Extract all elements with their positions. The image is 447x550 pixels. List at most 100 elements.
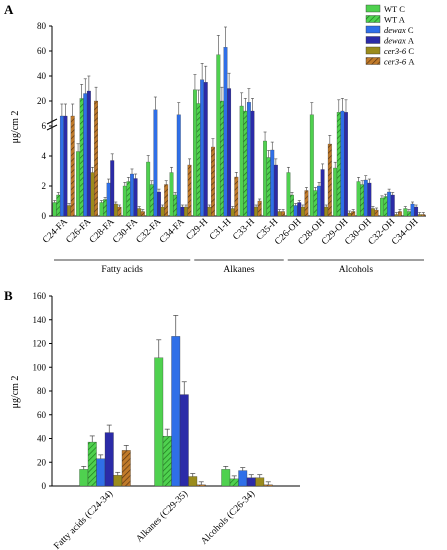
panel-a-bar xyxy=(327,143,332,217)
panel-a-bar xyxy=(380,197,384,217)
panel-a-bar xyxy=(103,199,107,217)
panel-a-bar xyxy=(398,211,402,217)
panel-a-bar xyxy=(223,47,228,217)
panel-a-bar xyxy=(371,208,375,217)
panel-a-bar xyxy=(63,115,68,217)
panel-b-bar xyxy=(229,478,239,487)
panel-a-y-tick-label: 4 xyxy=(42,151,47,161)
panel-a-bar xyxy=(83,93,88,217)
panel-a-group-label: Fatty acids xyxy=(101,265,143,275)
panel-a-bar xyxy=(324,206,329,217)
panel-a-bar xyxy=(56,194,61,217)
panel-a-y-tick-label: 6 xyxy=(42,121,47,131)
panel-b-bar xyxy=(104,432,114,487)
panel-a-bar xyxy=(406,211,411,217)
panel-a-bar xyxy=(86,90,91,217)
panel-a-bar xyxy=(254,206,259,217)
panel-a-bar xyxy=(137,208,142,217)
panel-a-category-label: C34-OH xyxy=(390,217,420,247)
panel-a-bar xyxy=(234,176,239,217)
panel-b-y-tick-label: 100 xyxy=(33,362,47,372)
panel-a-y-tick-label: 80 xyxy=(37,21,47,31)
axis-break-mark xyxy=(46,118,58,125)
panel-a-bar xyxy=(164,184,169,217)
panel-a-bar xyxy=(216,54,221,217)
panel-a-bar xyxy=(67,205,72,217)
panel-a-bar xyxy=(356,181,361,217)
panel-a-bar xyxy=(410,203,415,217)
panel-a-bar xyxy=(79,98,84,217)
panel-a-bar xyxy=(336,112,341,217)
panel-b-bar xyxy=(188,476,198,487)
panel-a-bar xyxy=(130,173,134,217)
panel-a-bar xyxy=(52,202,57,217)
panel-b-category-label: Alcohols (C26-34) xyxy=(199,488,257,546)
panel-a-bar xyxy=(317,185,321,217)
panel-a-bar xyxy=(187,164,192,217)
panel-a-bar xyxy=(196,103,201,217)
panel-b-y-axis-label: μg/cm 2 xyxy=(10,376,21,409)
panel-a-bar xyxy=(227,88,232,217)
panel-a-bar xyxy=(230,208,235,217)
panel-a-bar xyxy=(180,206,185,217)
panel-b-bar xyxy=(121,450,131,487)
panel-a-bar xyxy=(344,112,348,217)
panel-a-bar xyxy=(246,102,251,217)
panel-a-bar xyxy=(270,149,275,217)
legend-label: cer3-6 C xyxy=(384,46,414,56)
panel-a-bar xyxy=(250,110,255,217)
panel-a-y-tick-label: 2 xyxy=(42,181,47,191)
panel-b-bar xyxy=(179,394,189,487)
panel-b-y-tick-label: 20 xyxy=(37,457,47,467)
panel-a-bar xyxy=(176,114,181,217)
panel-a-bar xyxy=(387,191,392,217)
legend-swatch xyxy=(365,25,381,34)
panel-a-bar xyxy=(257,200,262,217)
panel-a-category-label: C34-FA xyxy=(158,217,187,246)
panel-a-bar xyxy=(367,182,372,217)
panel-a-bar xyxy=(76,151,80,217)
panel-a-bar xyxy=(122,185,127,217)
panel-a-bar xyxy=(110,160,115,217)
panel-a-bar xyxy=(200,79,205,217)
panel-b-bar xyxy=(113,475,123,487)
panel-a-bar xyxy=(193,89,197,217)
panel-a-y-tick-label: 20 xyxy=(37,96,47,106)
panel-a-bar xyxy=(383,196,388,217)
panel-a-label: A xyxy=(4,2,14,17)
panel-a-bar xyxy=(184,206,188,217)
panel-a-bar xyxy=(313,190,318,217)
panel-b-y-tick-label: 140 xyxy=(33,315,47,325)
panel-a-bar xyxy=(286,172,291,217)
legend-label: dewax C xyxy=(384,25,414,35)
legend-swatch xyxy=(365,4,381,13)
panel-a-bar xyxy=(304,190,309,217)
panel-b-bar xyxy=(221,469,231,487)
panel-a-bar xyxy=(309,114,314,217)
panel-a-category-label: C26-FA xyxy=(65,217,94,246)
panel-a-category-label: C33-H xyxy=(231,217,256,242)
panel-a-bar xyxy=(297,202,302,217)
panel-a-bar xyxy=(140,211,145,217)
panel-a-category-label: C30-FA xyxy=(111,217,140,246)
panel-a-bar xyxy=(320,169,325,217)
legend-label: WT C xyxy=(384,4,405,14)
panel-b-y-tick-label: 0 xyxy=(42,481,47,491)
panel-b-bar xyxy=(238,470,248,487)
panel-b-y-tick-label: 40 xyxy=(37,434,47,444)
panel-b-bar xyxy=(154,357,164,487)
panel-a-group-label: Alkanes xyxy=(223,265,254,275)
panel-a-category-label: C31-H xyxy=(208,217,233,242)
panel-a-bar xyxy=(149,184,154,217)
panel-a-bar xyxy=(340,110,345,217)
panel-b-category-label: Fatty acids (C24-34) xyxy=(52,488,115,550)
panel-a-bar xyxy=(99,202,104,217)
legend-label: WT A xyxy=(384,15,406,25)
panel-b-y-tick-label: 160 xyxy=(33,291,47,301)
panel-a-category-label: C29-H xyxy=(185,217,210,242)
panel-a-bar xyxy=(157,191,161,217)
panel-a-bar xyxy=(347,212,352,217)
panel-b-bar xyxy=(196,484,206,487)
